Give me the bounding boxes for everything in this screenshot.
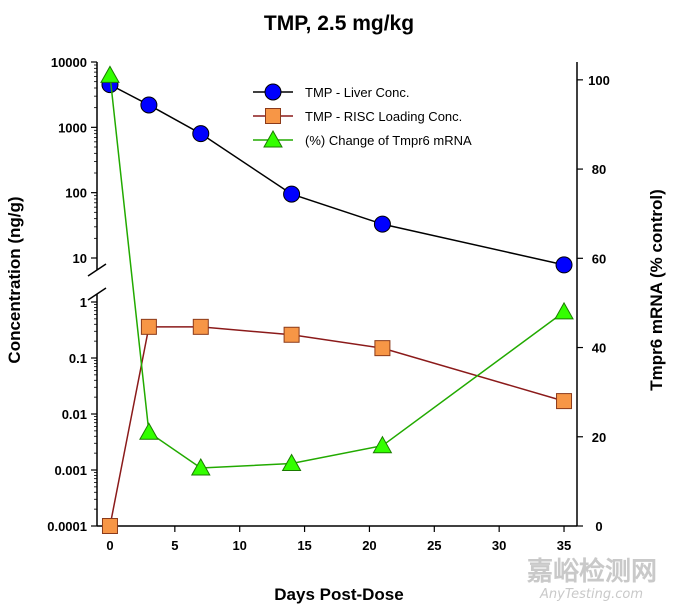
x-tick-label: 15 [297,538,311,553]
series-line [109,75,565,469]
data-point [190,457,211,476]
left-tick-label: 1000 [58,120,87,135]
left-tick-label: 10 [73,251,87,266]
data-point [555,256,573,274]
left-tick-label: 10000 [51,55,87,70]
data-point [283,326,300,343]
axes [87,62,578,527]
data-point [192,125,210,143]
chart-title: TMP, 2.5 mg/kg [264,12,414,35]
legend-marker [263,129,283,148]
legend-label: (%) Change of Tmpr6 mRNA [305,133,472,148]
axis-break-mark [87,287,107,301]
legend: TMP - Liver Conc. TMP - RISC Loading Conc… [253,83,472,148]
series-0 [101,76,573,274]
x-tick-label: 35 [557,538,571,553]
legend-label: TMP - Liver Conc. [305,85,410,100]
series-2 [100,65,574,476]
x-tick-label: 20 [362,538,376,553]
right-tick-label: 40 [592,341,606,356]
right-tick-label: 100 [588,73,610,88]
left-tick-label: 100 [65,186,87,201]
x-tick-label: 10 [232,538,246,553]
left-tick-label: 0.001 [54,463,87,478]
left-tick-label: 0.1 [69,351,87,366]
data-point [101,518,118,534]
left-tick-label: 0.01 [62,407,87,422]
series-group [100,65,574,534]
data-point [139,422,159,440]
legend-item: (%) Change of Tmpr6 mRNA [253,129,472,148]
data-point [373,215,391,233]
data-point [283,185,301,203]
data-point [372,435,393,454]
data-point [556,393,573,410]
right-tick-label: 20 [592,430,606,445]
x-tick-label: 5 [171,538,178,553]
right-tick-label: 80 [592,162,606,177]
legend-label: TMP - RISC Loading Conc. [305,109,462,124]
x-axis-ticks: 0 5 10 15 20 25 30 35 [106,526,571,553]
left-tick-label: 1 [80,295,87,310]
right-axis-ticks: 0 20 40 60 80 100 [577,73,610,534]
data-point [554,301,574,320]
legend-item: TMP - RISC Loading Conc. [253,108,462,124]
watermark-cn: 嘉峪检测网 [527,556,657,587]
series-line [109,326,565,527]
data-point [192,318,209,335]
right-tick-label: 0 [595,519,602,534]
watermark-en: AnyTesting.com [539,587,643,602]
right-y-axis-label: Tmpr6 mRNA (% control) [647,189,666,391]
right-tick-label: 60 [592,251,606,266]
left-y-axis-label: Concentration (ng/g) [5,196,24,363]
x-tick-label: 25 [427,538,441,553]
left-axis-ticks: 0.0001 0.001 0.01 0.1 1 10 100 1000 10000 [47,55,97,534]
legend-item: TMP - Liver Conc. [253,83,410,101]
legend-marker [265,108,281,124]
x-tick-label: 30 [492,538,506,553]
x-tick-label: 0 [106,538,113,553]
data-point [100,65,120,83]
x-axis-label: Days Post-Dose [274,585,403,604]
data-point [140,96,158,114]
data-point [374,340,391,357]
series-1 [101,318,573,534]
data-point [281,453,302,472]
left-tick-label: 0.0001 [47,519,87,534]
legend-marker [264,83,282,101]
data-point [140,318,157,335]
axis-break-mark [87,263,107,277]
